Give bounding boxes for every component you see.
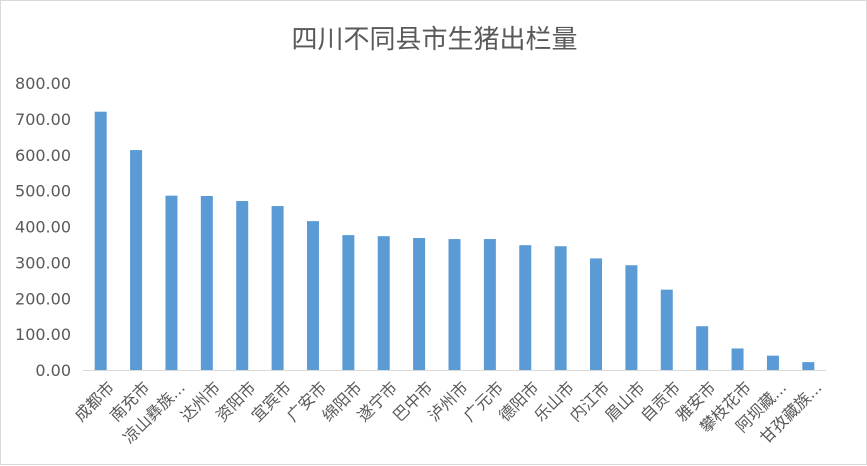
bar	[342, 235, 355, 370]
x-category-label: 宜宾市	[248, 378, 295, 425]
bar	[625, 265, 638, 370]
x-category-label: 绵阳市	[318, 378, 365, 425]
y-tick-label: 500.00	[15, 182, 71, 201]
x-category-label: 自贡市	[637, 378, 684, 425]
y-tick-label: 700.00	[15, 110, 71, 129]
bar	[731, 348, 744, 370]
bar	[377, 236, 390, 370]
bar	[413, 237, 426, 370]
x-category-label: 巴中市	[389, 378, 436, 425]
y-tick-label: 800.00	[15, 74, 71, 93]
bar	[766, 355, 779, 370]
bar	[660, 289, 673, 370]
bar	[802, 362, 815, 370]
x-category-label: 乐山市	[531, 378, 578, 425]
bar	[236, 201, 249, 370]
x-category-label: 内江市	[566, 378, 613, 425]
x-category-label: 广元市	[460, 378, 507, 425]
bar	[271, 206, 284, 370]
y-tick-label: 600.00	[15, 146, 71, 165]
bar	[519, 245, 532, 370]
x-category-label: 资阳市	[212, 378, 259, 425]
bar	[165, 195, 178, 370]
x-category-label: 广安市	[283, 378, 330, 425]
bar	[200, 196, 213, 370]
bar	[483, 239, 496, 370]
bar	[448, 239, 461, 370]
y-tick-label: 100.00	[15, 325, 71, 344]
y-tick-label: 400.00	[15, 218, 71, 237]
x-category-label: 眉山市	[601, 378, 648, 425]
y-tick-label: 300.00	[15, 253, 71, 272]
bar	[554, 246, 567, 370]
bar	[94, 111, 107, 370]
x-category-label: 泸州市	[424, 378, 471, 425]
y-tick-label: 0.00	[35, 361, 71, 380]
bar	[306, 221, 319, 370]
x-category-label: 遂宁市	[354, 378, 401, 425]
y-tick-label: 200.00	[15, 289, 71, 308]
x-category-label: 德阳市	[495, 378, 542, 425]
bar	[590, 258, 603, 370]
x-category-label: 达州市	[177, 378, 224, 425]
bar	[696, 326, 709, 370]
bar	[130, 150, 143, 370]
x-category-label: 成都市	[71, 378, 118, 425]
chart-title: 四川不同县市生猪出栏量	[291, 25, 578, 55]
